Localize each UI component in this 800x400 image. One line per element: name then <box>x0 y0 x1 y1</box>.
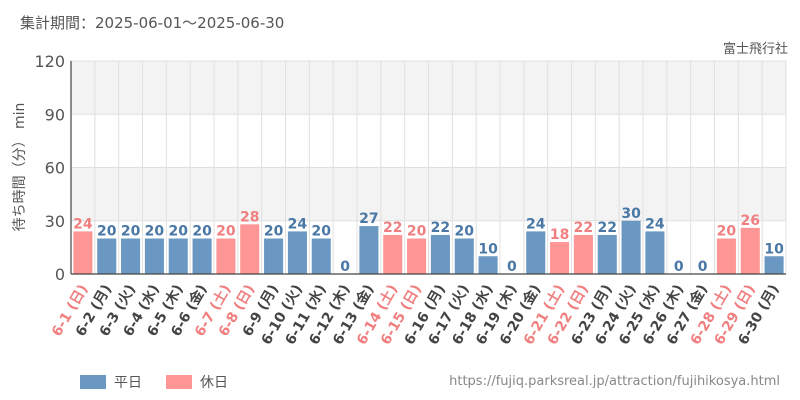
y-axis-label: 待ち時間（分） min <box>12 103 28 232</box>
bar <box>597 234 617 274</box>
bar <box>383 234 403 274</box>
bar <box>311 238 331 274</box>
bar <box>287 231 307 274</box>
value-label: 22 <box>574 220 593 236</box>
bar <box>240 224 260 274</box>
value-label: 18 <box>550 227 569 243</box>
legend-swatch-weekday <box>80 375 106 389</box>
bar <box>144 238 164 274</box>
legend: 平日 休日 <box>80 372 252 392</box>
value-label: 20 <box>121 224 141 240</box>
y-tick-label: 60 <box>45 159 65 178</box>
value-label: 10 <box>764 241 784 257</box>
legend-item-weekday: 平日 <box>80 372 142 392</box>
axes <box>70 61 786 275</box>
value-label: 24 <box>73 216 93 232</box>
value-label: 24 <box>526 216 546 232</box>
bar <box>645 231 665 274</box>
value-label: 20 <box>97 224 117 240</box>
legend-label-holiday: 休日 <box>200 375 228 391</box>
bar <box>621 220 641 274</box>
value-label: 22 <box>383 220 402 236</box>
value-label: 20 <box>312 224 332 240</box>
bar <box>359 226 379 274</box>
y-tick-label: 0 <box>55 265 65 284</box>
value-label: 20 <box>264 224 284 240</box>
bar <box>454 238 474 274</box>
bar <box>216 238 236 274</box>
value-label: 20 <box>407 224 427 240</box>
value-label: 0 <box>674 259 684 275</box>
value-label: 30 <box>621 206 641 222</box>
value-label: 20 <box>145 224 165 240</box>
bar <box>407 238 427 274</box>
bar <box>121 238 141 274</box>
value-label: 24 <box>645 216 665 232</box>
value-label: 20 <box>717 224 737 240</box>
value-label: 0 <box>698 259 708 275</box>
bar <box>192 238 212 274</box>
bar <box>478 256 498 274</box>
value-label: 0 <box>507 259 517 275</box>
value-label: 20 <box>455 224 475 240</box>
value-label: 26 <box>741 213 760 229</box>
value-label: 20 <box>169 224 189 240</box>
bars <box>73 220 784 274</box>
bar <box>550 242 570 274</box>
y-tick-label: 90 <box>45 105 65 124</box>
bar <box>168 238 188 274</box>
value-label: 20 <box>216 224 236 240</box>
value-label: 22 <box>431 220 450 236</box>
bar <box>264 238 284 274</box>
value-label: 0 <box>340 259 350 275</box>
legend-swatch-holiday <box>166 375 192 389</box>
legend-item-holiday: 休日 <box>166 372 228 392</box>
attraction-name: 富士飛行社 <box>722 42 788 57</box>
bar <box>740 227 760 274</box>
y-tick-label: 120 <box>34 52 65 71</box>
bar <box>97 238 117 274</box>
value-label: 28 <box>240 209 259 225</box>
legend-label-weekday: 平日 <box>114 375 142 391</box>
value-label: 24 <box>288 216 308 232</box>
period-label: 集計期間：2025-06-01～2025-06-30 <box>20 14 285 32</box>
y-tick-labels: 0 30 60 90 120 <box>34 52 65 284</box>
value-label: 20 <box>192 224 212 240</box>
bar <box>573 234 593 274</box>
bar <box>716 238 736 274</box>
value-label: 10 <box>478 241 498 257</box>
source-url: https://fujiq.parksreal.jp/attraction/fu… <box>449 374 780 389</box>
x-tick-labels: 6-1 (日)6-2 (月)6-3 (火)6-4 (水)6-5 (木)6-6 (… <box>49 282 783 348</box>
bar <box>430 234 450 274</box>
bar <box>764 256 784 274</box>
value-label: 22 <box>598 220 617 236</box>
bar <box>73 231 93 274</box>
y-tick-label: 30 <box>45 212 65 231</box>
value-label: 27 <box>359 211 378 227</box>
bar <box>526 231 546 274</box>
